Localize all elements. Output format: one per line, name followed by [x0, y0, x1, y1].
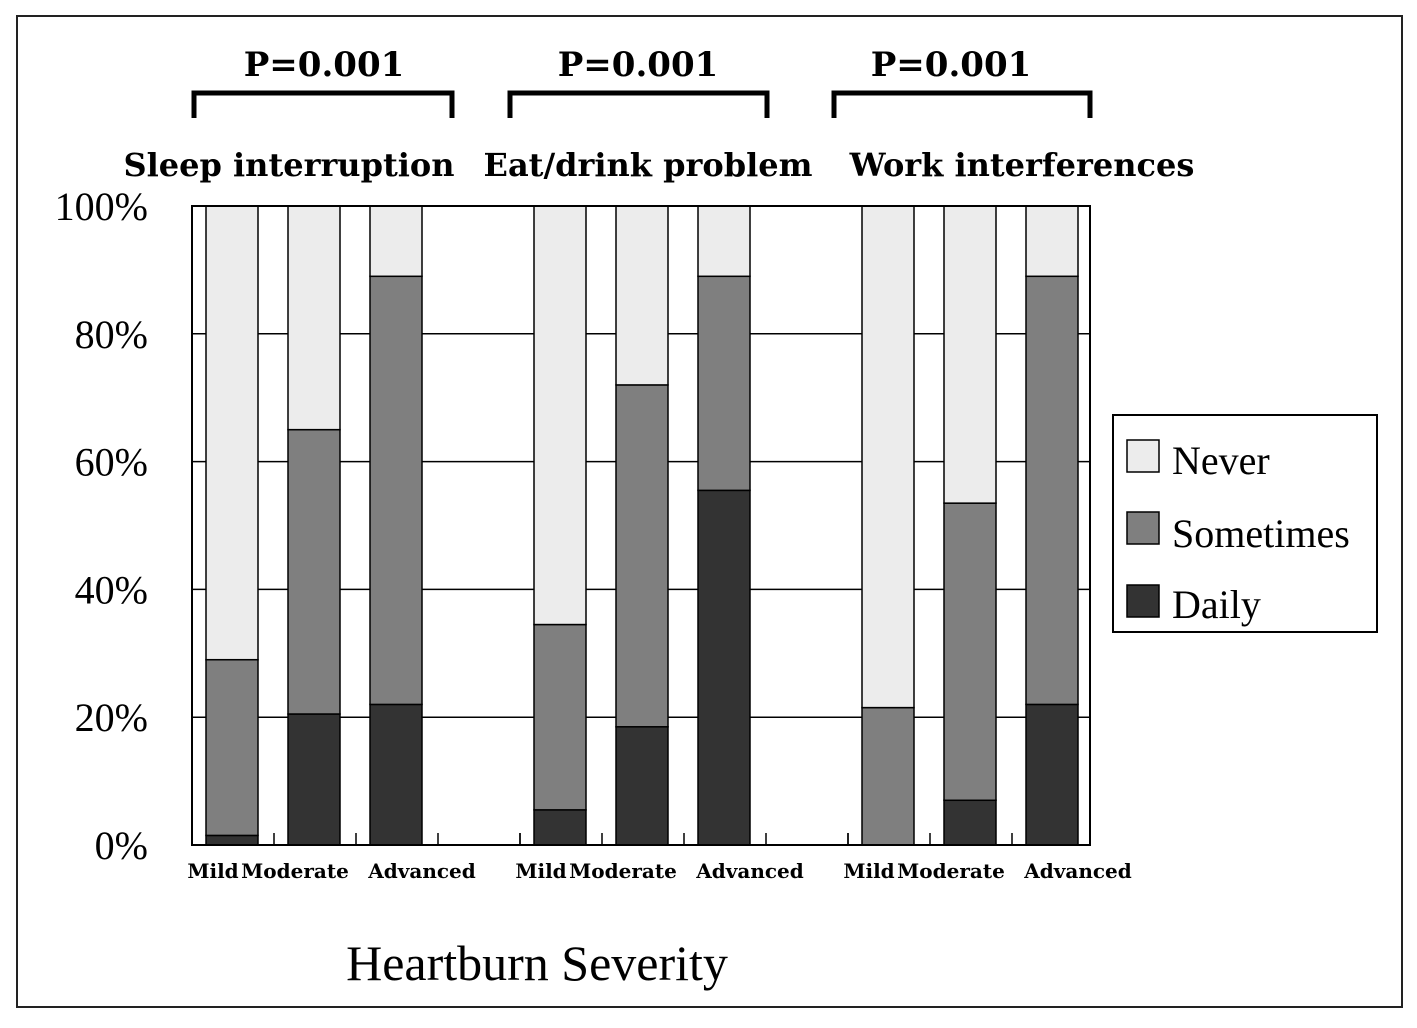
y-tick-label: 40%	[75, 567, 148, 612]
legend-label-never: Never	[1172, 438, 1270, 483]
group-title: Work interferences	[849, 146, 1195, 184]
bar-segment-never	[697, 205, 751, 278]
bar-segment-daily	[943, 799, 997, 846]
category-label: Mild	[843, 859, 894, 883]
p-value-label: P=0.001	[244, 45, 405, 85]
legend-swatch-sometimes	[1126, 511, 1160, 545]
category-label: Advanced	[367, 859, 476, 883]
x-axis-label: Heartburn Severity	[346, 935, 728, 991]
y-tick-label: 20%	[75, 695, 148, 740]
category-label: Moderate	[569, 859, 677, 883]
bar-segment-never	[1025, 205, 1079, 278]
group-title: Sleep interruption	[124, 146, 455, 184]
y-tick-label: 80%	[75, 312, 148, 357]
bar-segment-sometimes	[615, 384, 669, 728]
bar-segment-never	[205, 205, 259, 661]
bar-segment-sometimes	[943, 502, 997, 802]
legend: Never Sometimes Daily	[1112, 414, 1378, 633]
bar-segment-sometimes	[533, 623, 587, 811]
plot-area-border	[191, 205, 1091, 846]
bar-segment-daily	[369, 703, 423, 846]
y-tick-label: 60%	[75, 440, 148, 485]
y-tick-label: 0%	[95, 823, 148, 868]
bar-segment-never	[533, 205, 587, 626]
significance-bracket	[831, 90, 1093, 118]
p-value-label: P=0.001	[871, 45, 1032, 85]
bar-segment-daily	[287, 713, 341, 846]
y-tick-label: 100%	[55, 184, 148, 229]
legend-swatch-never	[1126, 439, 1160, 473]
bar-segment-sometimes	[861, 706, 915, 846]
bar-segment-never	[615, 205, 669, 386]
legend-label-daily: Daily	[1172, 582, 1261, 627]
significance-bracket	[507, 90, 770, 118]
label-layer: 0%20%40%60%80%100%Mild Moderate AdvancedSl…	[55, 45, 1195, 883]
bar-segment-sometimes	[697, 275, 751, 492]
axis-layer	[191, 205, 1091, 846]
bar-layer	[205, 205, 1079, 846]
group-title: Eat/drink problem	[484, 146, 813, 184]
bar-segment-sometimes	[1025, 275, 1079, 706]
category-label: Advanced	[1023, 859, 1132, 883]
bar-segment-sometimes	[369, 275, 423, 706]
bar-segment-daily	[533, 809, 587, 846]
bar-segment-daily	[615, 726, 669, 846]
bar-segment-never	[287, 205, 341, 431]
bar-segment-never	[943, 205, 997, 504]
category-label: Mild	[515, 859, 566, 883]
significance-bracket	[191, 90, 455, 118]
bar-segment-never	[369, 205, 423, 278]
category-label: Advanced	[695, 859, 804, 883]
p-value-label: P=0.001	[558, 45, 719, 85]
category-label: Mild	[187, 859, 238, 883]
category-label: Moderate	[241, 859, 349, 883]
category-label: Moderate	[897, 859, 1005, 883]
legend-swatch-daily	[1126, 584, 1160, 618]
bar-segment-daily	[205, 834, 259, 846]
bar-segment-sometimes	[287, 428, 341, 715]
bar-segment-sometimes	[205, 658, 259, 837]
legend-label-sometimes: Sometimes	[1172, 511, 1350, 556]
bar-segment-daily	[1025, 703, 1079, 846]
bar-segment-never	[861, 205, 915, 709]
bar-segment-daily	[697, 489, 751, 846]
